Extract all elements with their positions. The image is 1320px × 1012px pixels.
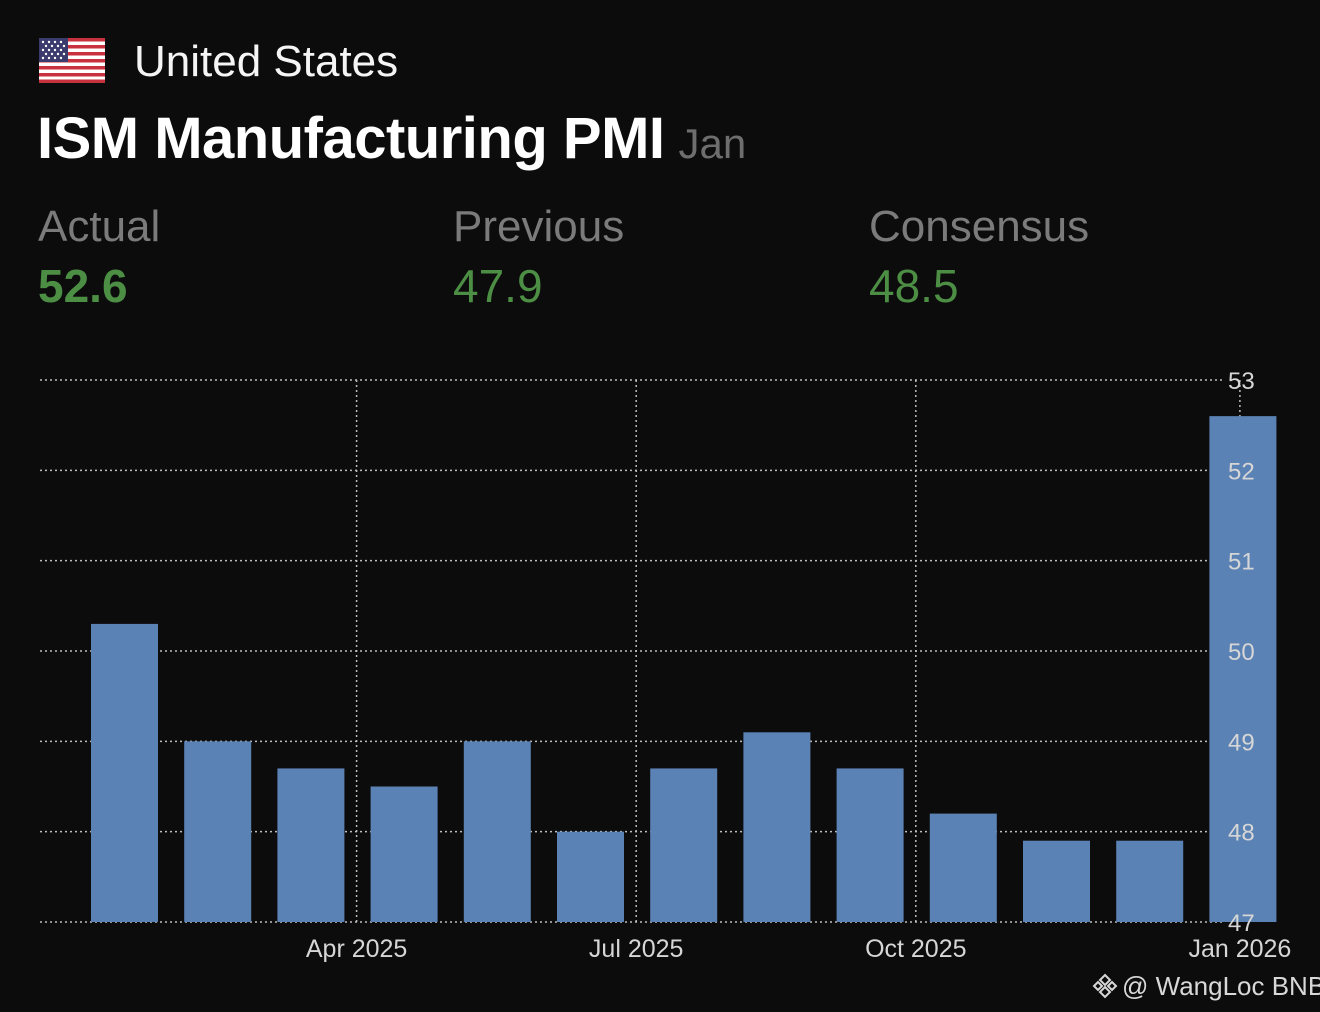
bar bbox=[91, 623, 158, 922]
binance-icon bbox=[1092, 973, 1118, 999]
y-tick-label: 49 bbox=[1228, 729, 1255, 756]
bar bbox=[557, 831, 624, 922]
bar bbox=[277, 768, 345, 922]
x-tick-label: Oct 2025 bbox=[865, 935, 966, 963]
x-axis: Apr 2025 Jul 2025 Oct 2025 Jan 2026 bbox=[306, 935, 1291, 963]
watermark-text: @ WangLoc BNB bbox=[1122, 971, 1320, 1001]
previous-value: 47.9 bbox=[453, 260, 543, 312]
y-tick-label: 51 bbox=[1228, 549, 1255, 576]
country-name: United States bbox=[134, 37, 399, 86]
period-label: Jan bbox=[678, 120, 747, 167]
bar bbox=[463, 741, 531, 922]
y-tick-label: 47 bbox=[1228, 910, 1255, 937]
consensus-label: Consensus bbox=[869, 202, 1090, 251]
bar bbox=[1209, 416, 1277, 922]
stat-previous: Previous 47.9 bbox=[453, 200, 624, 318]
y-tick-label: 53 bbox=[1228, 368, 1255, 395]
watermark: @ WangLoc BNB bbox=[1092, 970, 1320, 1002]
y-tick-label: 52 bbox=[1228, 458, 1255, 485]
bar bbox=[370, 786, 438, 922]
actual-label: Actual bbox=[38, 202, 161, 251]
x-tick-label: Apr 2025 bbox=[306, 935, 407, 963]
y-axis: 47 48 49 50 51 52 53 bbox=[1228, 368, 1255, 937]
bar bbox=[184, 741, 252, 922]
x-tick-label: Jan 2026 bbox=[1188, 935, 1291, 963]
title-row: ISM Manufacturing PMI Jan bbox=[37, 104, 746, 179]
bar bbox=[1116, 840, 1184, 922]
y-tick-label: 48 bbox=[1228, 820, 1255, 847]
y-tick-label: 50 bbox=[1228, 639, 1255, 666]
previous-label: Previous bbox=[453, 202, 625, 251]
consensus-value: 48.5 bbox=[869, 260, 959, 312]
bar bbox=[743, 732, 811, 922]
stat-consensus: Consensus 48.5 bbox=[869, 200, 1089, 318]
bar bbox=[1023, 840, 1090, 922]
indicator-title: ISM Manufacturing PMI bbox=[37, 106, 665, 171]
bar bbox=[650, 768, 718, 922]
stat-actual: Actual 52.6 bbox=[38, 200, 160, 318]
actual-value: 52.6 bbox=[38, 260, 128, 312]
bar bbox=[929, 813, 997, 922]
bar bbox=[836, 768, 904, 922]
x-tick-label: Jul 2025 bbox=[589, 935, 684, 963]
us-flag-icon bbox=[39, 38, 105, 83]
chart-bars bbox=[91, 416, 1277, 922]
